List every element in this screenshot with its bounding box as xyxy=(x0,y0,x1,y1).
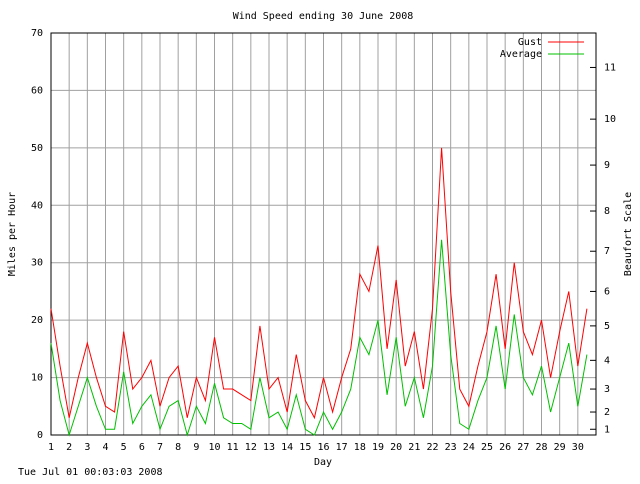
x-tick-label: 29 xyxy=(554,442,566,453)
x-tick-label: 18 xyxy=(354,442,366,453)
x-tick-label: 2 xyxy=(66,442,72,453)
y2-tick-label: 6 xyxy=(604,286,610,297)
x-tick-label: 3 xyxy=(84,442,90,453)
y-tick-label: 30 xyxy=(31,258,43,269)
x-tick-label: 16 xyxy=(317,442,329,453)
y-tick-label: 0 xyxy=(37,430,43,441)
y-tick-label: 60 xyxy=(31,85,43,96)
legend-label: Gust xyxy=(518,37,542,48)
y2-tick-label: 8 xyxy=(604,206,610,217)
x-tick-label: 9 xyxy=(193,442,199,453)
x-tick-label: 28 xyxy=(535,442,547,453)
y2-tick-label: 2 xyxy=(604,407,610,418)
y2-tick-label: 3 xyxy=(604,384,610,395)
x-tick-label: 14 xyxy=(281,442,293,453)
y-tick-label: 40 xyxy=(31,200,43,211)
x-tick-label: 30 xyxy=(572,442,584,453)
timestamp: Tue Jul 01 00:03:03 2008 xyxy=(18,467,163,478)
x-tick-label: 26 xyxy=(499,442,511,453)
y2-tick-label: 11 xyxy=(604,62,616,73)
x-tick-label: 13 xyxy=(263,442,275,453)
x-tick-label: 4 xyxy=(102,442,108,453)
plot-frame xyxy=(50,32,597,436)
x-tick-label: 8 xyxy=(175,442,181,453)
x-axis-label: Day xyxy=(314,457,332,468)
y-tick-label: 50 xyxy=(31,143,43,154)
x-tick-label: 20 xyxy=(390,442,402,453)
series-line xyxy=(50,147,588,420)
y2-tick-label: 4 xyxy=(604,355,610,366)
x-tick-label: 23 xyxy=(445,442,457,453)
x-tick-label: 6 xyxy=(139,442,145,453)
x-tick-label: 17 xyxy=(336,442,348,453)
y-axis-label: Miles per Hour xyxy=(7,192,18,276)
legend-label: Average xyxy=(500,49,542,60)
x-tick-label: 11 xyxy=(227,442,239,453)
y-tick-label: 70 xyxy=(31,28,43,39)
x-tick-label: 21 xyxy=(408,442,420,453)
x-tick-label: 19 xyxy=(372,442,384,453)
x-tick-label: 1 xyxy=(48,442,54,453)
x-tick-label: 7 xyxy=(157,442,163,453)
x-tick-label: 10 xyxy=(208,442,220,453)
x-tick-label: 22 xyxy=(426,442,438,453)
series-line xyxy=(50,239,588,437)
y2-tick-label: 1 xyxy=(604,424,610,435)
x-tick-label: 25 xyxy=(481,442,493,453)
y2-axis-label: Beaufort Scale xyxy=(623,192,634,276)
y-tick-label: 10 xyxy=(31,373,43,384)
y2-tick-label: 7 xyxy=(604,246,610,257)
y2-tick-label: 5 xyxy=(604,321,610,332)
x-tick-label: 12 xyxy=(245,442,257,453)
y2-tick-label: 10 xyxy=(604,114,616,125)
y-tick-label: 20 xyxy=(31,315,43,326)
chart-title: Wind Speed ending 30 June 2008 xyxy=(233,11,414,22)
x-tick-label: 5 xyxy=(121,442,127,453)
y2-tick-label: 9 xyxy=(604,160,610,171)
x-tick-label: 15 xyxy=(299,442,311,453)
x-tick-label: 27 xyxy=(517,442,529,453)
x-tick-label: 24 xyxy=(463,442,475,453)
